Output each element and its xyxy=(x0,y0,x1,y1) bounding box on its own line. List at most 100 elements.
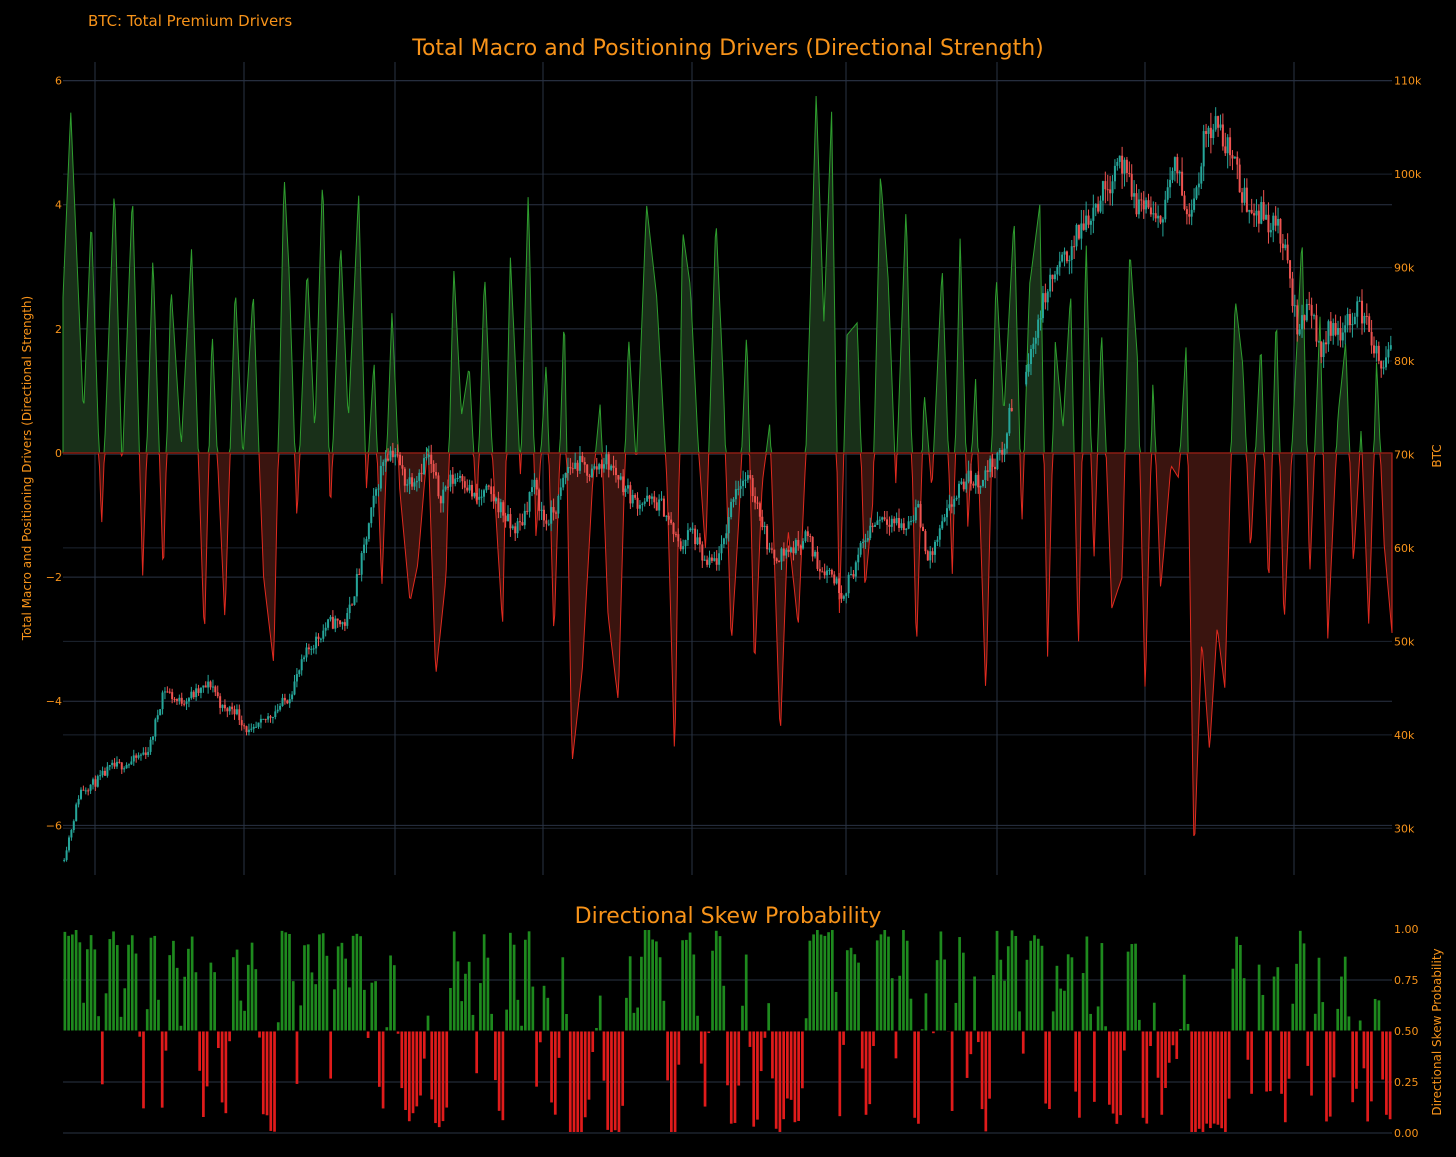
candle-body xyxy=(1384,357,1388,368)
candle-body xyxy=(427,454,430,457)
skew-bar xyxy=(595,1027,598,1031)
candle-body xyxy=(231,706,234,710)
candle-body xyxy=(382,462,385,466)
candle-body xyxy=(432,463,435,473)
candle-body xyxy=(895,517,898,524)
skew-bar xyxy=(1081,973,1085,1031)
skew-bar xyxy=(1351,1031,1355,1103)
candle-body xyxy=(1207,127,1210,134)
candle-body xyxy=(684,540,687,547)
candle-body xyxy=(991,458,994,467)
skew-bar xyxy=(531,986,535,1031)
skew-bar xyxy=(1377,1000,1381,1031)
skew-bar xyxy=(1078,1031,1081,1118)
candle-body xyxy=(1243,187,1246,203)
skew-bar xyxy=(819,934,823,1031)
candle-body xyxy=(291,694,294,700)
candle-body xyxy=(1039,318,1042,320)
skew-bar xyxy=(422,1031,426,1059)
candle-body xyxy=(1159,215,1162,223)
candle-body xyxy=(557,496,560,514)
skew-bar xyxy=(872,1031,875,1047)
skew-bar xyxy=(1265,1031,1268,1092)
candle-body xyxy=(1303,315,1306,321)
skew-bar xyxy=(175,967,179,1031)
candle-body xyxy=(454,478,457,484)
skew-bar xyxy=(774,1031,778,1129)
candle-body xyxy=(967,470,970,482)
candle-body xyxy=(1351,324,1354,326)
candle-body xyxy=(1197,183,1200,188)
candle-body xyxy=(629,485,632,504)
candle-body xyxy=(1116,161,1119,166)
candle-body xyxy=(358,574,361,576)
skew-bar xyxy=(127,944,130,1031)
candle-body xyxy=(149,739,152,752)
candle-body xyxy=(739,486,742,489)
candle-body xyxy=(811,537,814,557)
candle-body xyxy=(1377,345,1380,361)
candle-body xyxy=(898,517,901,528)
candle-body xyxy=(941,521,944,529)
candle-body xyxy=(972,483,975,486)
skew-bar xyxy=(172,940,175,1031)
candle-body xyxy=(797,539,800,546)
btc-y-tick-label: 40k xyxy=(1394,729,1415,742)
candle-body xyxy=(814,551,817,557)
candle-body xyxy=(130,761,133,765)
candle-body xyxy=(1049,274,1052,292)
skew-bar xyxy=(1059,988,1063,1031)
skew-bar xyxy=(100,1031,104,1085)
skew-bar xyxy=(1347,1016,1351,1031)
skew-bar xyxy=(348,987,351,1031)
skew-bar xyxy=(1261,994,1265,1031)
candle-body xyxy=(1097,203,1100,212)
skew-bar xyxy=(1272,976,1276,1031)
skew-bar xyxy=(546,997,550,1031)
candle-body xyxy=(948,504,951,509)
skew-bar xyxy=(130,935,134,1031)
skew-bar xyxy=(737,1031,741,1086)
candle-body xyxy=(1005,433,1008,449)
candle-body xyxy=(794,539,797,554)
skew-bar xyxy=(325,955,329,1031)
skew-bar xyxy=(389,955,392,1031)
candle-body xyxy=(605,454,608,465)
skew-bar xyxy=(479,983,482,1031)
candle-body xyxy=(655,502,658,511)
skew-bar xyxy=(1362,1031,1366,1069)
candle-body xyxy=(866,538,869,541)
candle-body xyxy=(1041,293,1044,319)
skew-bar xyxy=(284,932,288,1031)
skew-bar xyxy=(97,1016,100,1031)
candle-body xyxy=(1368,316,1371,332)
skew-bar xyxy=(1055,965,1059,1031)
skew-bar xyxy=(1104,1026,1107,1031)
skew-bar xyxy=(430,1031,434,1100)
candle-body xyxy=(1284,244,1287,249)
candle-body xyxy=(1171,170,1174,180)
candle-body xyxy=(708,557,711,565)
candle-body xyxy=(715,558,718,565)
skew-bar xyxy=(1325,1031,1328,1122)
skew-bar xyxy=(104,993,108,1031)
skew-bar xyxy=(666,1031,669,1081)
candle-body xyxy=(413,482,416,487)
candle-body xyxy=(641,503,644,505)
candle-body xyxy=(219,696,222,708)
skew-bar xyxy=(628,956,632,1031)
candle-body xyxy=(243,725,246,727)
skew-bar xyxy=(1328,1031,1332,1117)
skew-bar xyxy=(142,1031,145,1109)
skew-bar xyxy=(1182,974,1186,1031)
candle-body xyxy=(1094,203,1097,208)
candle-body xyxy=(1226,137,1229,154)
skew-bar xyxy=(527,931,531,1031)
candle-body xyxy=(617,475,620,480)
skew-bar xyxy=(1100,943,1104,1031)
candle-body xyxy=(545,520,548,524)
candle-body xyxy=(406,484,409,486)
candle-body xyxy=(1161,219,1164,223)
skew-bar xyxy=(1231,968,1235,1031)
candle-body xyxy=(914,507,917,521)
